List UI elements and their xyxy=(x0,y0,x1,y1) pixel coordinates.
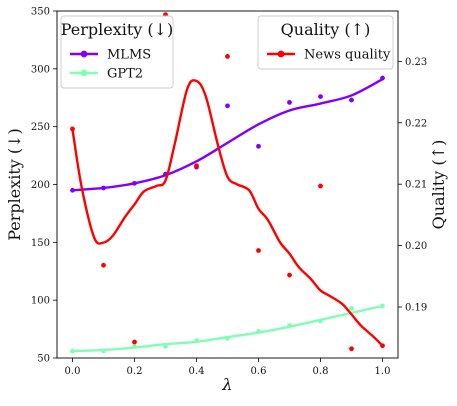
x-tick-label: 0.2 xyxy=(127,366,143,377)
legend-entry-mlms-marker xyxy=(80,50,88,58)
x-tick-label: 1.0 xyxy=(375,366,391,377)
x-tick-label: 0.0 xyxy=(65,366,81,377)
left-y-tick-label: 150 xyxy=(31,238,50,249)
legend-entry-gpt2-marker xyxy=(80,69,88,77)
right-y-tick-label: 0.23 xyxy=(405,57,427,68)
legend-entry-news-quality-label: News quality xyxy=(304,48,391,63)
left-y-tick-label: 100 xyxy=(31,296,50,307)
mlms-data-point xyxy=(318,94,323,99)
legend-entry-mlms-label: MLMS xyxy=(107,48,151,63)
gpt2-data-point xyxy=(132,344,137,349)
news-quality-data-point xyxy=(194,163,199,169)
gpt2-data-point xyxy=(256,328,261,334)
news-quality-data-point xyxy=(380,343,385,349)
legend-entry-gpt2-label: GPT2 xyxy=(107,67,143,82)
news-quality-data-point xyxy=(225,54,230,59)
mlms-data-point xyxy=(132,180,137,186)
gpt2-data-point xyxy=(380,303,385,309)
legend-quality-box xyxy=(257,15,394,70)
gpt2-data-point xyxy=(287,323,292,329)
right-y-axis-label: Quality (↑) xyxy=(429,140,448,230)
x-tick-label: 0.6 xyxy=(251,366,267,377)
news-quality-data-point xyxy=(132,339,137,345)
news-quality-data-point xyxy=(256,248,261,253)
right-y-tick-label: 0.20 xyxy=(405,241,427,252)
x-tick-label: 0.8 xyxy=(313,366,329,377)
mlms-data-point xyxy=(256,143,261,149)
left-y-tick-label: 250 xyxy=(31,122,50,133)
left-y-tick-label: 300 xyxy=(31,64,50,75)
right-y-tick-label: 0.22 xyxy=(405,118,427,129)
mlms-data-point xyxy=(349,97,354,103)
right-y-tick-label: 0.19 xyxy=(405,303,427,314)
gpt2-data-point xyxy=(70,348,75,354)
gpt2-data-point xyxy=(349,305,354,311)
left-y-tick-label: 200 xyxy=(31,180,50,191)
news-quality-trend-line xyxy=(71,79,384,347)
news-quality-data-point xyxy=(318,183,323,189)
mlms-data-point xyxy=(287,99,292,105)
legend-perplexity-title: Perplexity (↓) xyxy=(61,20,174,39)
right-y-tick-label: 0.21 xyxy=(405,180,427,191)
mlms-data-point xyxy=(380,75,385,81)
gpt2-data-point xyxy=(318,318,323,324)
gpt2-data-point xyxy=(225,335,230,341)
x-tick-label: 0.4 xyxy=(189,366,205,377)
gpt2-trend-line xyxy=(71,304,384,353)
legend-perplexity-box xyxy=(60,15,174,89)
news-quality-data-point xyxy=(287,272,292,278)
news-quality-data-point xyxy=(70,126,75,132)
gpt2-data-point xyxy=(163,344,168,349)
gpt2-data-point xyxy=(101,348,106,354)
gpt2-data-point xyxy=(194,338,199,344)
mlms-data-point xyxy=(70,187,75,193)
mlms-trend-line xyxy=(71,78,384,192)
mlms-data-point xyxy=(101,185,106,191)
news-quality-data-point xyxy=(101,262,106,268)
x-axis-label: λ xyxy=(221,375,232,394)
legend-quality-title: Quality (↑) xyxy=(281,20,371,39)
left-y-tick-label: 50 xyxy=(37,354,50,365)
news-quality-data-point xyxy=(349,346,354,352)
legend-entry-news-quality-marker xyxy=(277,50,285,58)
left-y-axis-label: Perplexity (↓) xyxy=(5,128,24,241)
mlms-data-point xyxy=(225,103,230,109)
left-y-tick-label: 350 xyxy=(31,7,50,18)
